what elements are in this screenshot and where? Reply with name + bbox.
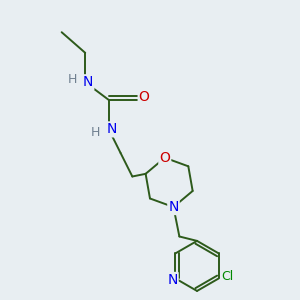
Text: H: H	[91, 126, 100, 139]
Text: N: N	[83, 75, 93, 89]
Text: N: N	[106, 122, 117, 136]
Text: Cl: Cl	[221, 271, 234, 284]
Text: O: O	[139, 90, 149, 104]
Text: N: N	[168, 200, 179, 214]
Text: O: O	[159, 151, 170, 165]
Text: N: N	[167, 273, 178, 287]
Text: H: H	[67, 73, 77, 86]
